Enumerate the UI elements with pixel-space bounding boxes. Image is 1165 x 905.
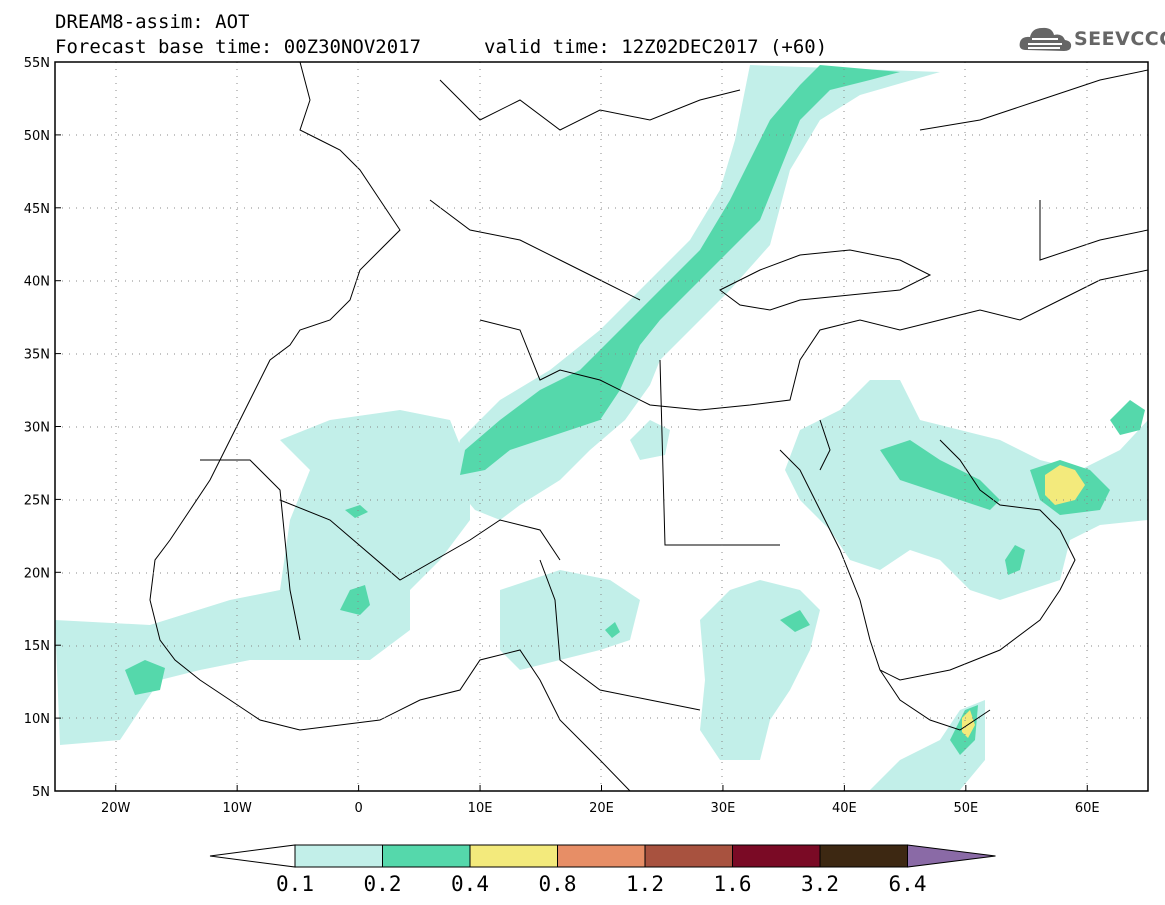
- map-title: DREAM8-assim: AOT: [55, 11, 250, 33]
- lon-label: 50E: [953, 801, 978, 816]
- seevccc-logo: SEEVCCC: [1018, 22, 1165, 56]
- colorbar-level-label: 0.8: [538, 872, 577, 896]
- lat-label: 15N: [24, 639, 50, 654]
- lon-label: 0: [354, 801, 362, 816]
- logo-text: SEEVCCC: [1074, 28, 1165, 50]
- lat-label: 35N: [24, 348, 50, 363]
- lat-label: 10N: [24, 712, 50, 727]
- lon-label: 10E: [468, 801, 493, 816]
- colorbar-segment: [557, 844, 646, 868]
- colorbar-max-arrow: [907, 844, 996, 868]
- lon-label: 30E: [711, 801, 736, 816]
- lat-label: 30N: [24, 421, 50, 436]
- colorbar-segment: [644, 844, 733, 868]
- lat-label: 20N: [24, 566, 50, 581]
- colorbar-level-label: 0.2: [363, 872, 402, 896]
- lon-label: 10W: [222, 801, 252, 816]
- colorbar-level-label: 1.6: [713, 872, 752, 896]
- colorbar-segment: [469, 844, 558, 868]
- colorbar-segment: [294, 844, 383, 868]
- colorbar-segment: [732, 844, 821, 868]
- lat-label: 50N: [24, 129, 50, 144]
- lat-label: 55N: [24, 56, 50, 71]
- longitude-labels: 20W 10W 0 10E 20E 30E 40E 50E 60E: [101, 801, 1100, 816]
- lat-label: 5N: [32, 785, 50, 800]
- axis-ticks: [55, 61, 1088, 792]
- colorbar-segment: [382, 844, 471, 868]
- lon-label: 40E: [832, 801, 857, 816]
- valid-time: valid time: 12Z02DEC2017 (+60): [484, 36, 828, 58]
- lat-label: 40N: [24, 275, 50, 290]
- lat-label: 45N: [24, 202, 50, 217]
- lon-label: 20E: [589, 801, 614, 816]
- latitude-labels: 55N 50N 45N 40N 35N 30N 25N 20N 15N 10N 5N: [24, 56, 50, 800]
- coastlines: [149, 62, 1148, 791]
- lat-label: 25N: [24, 493, 50, 508]
- colorbar-min-arrow: [209, 844, 296, 868]
- colorbar-level-label: 3.2: [801, 872, 839, 896]
- forecast-base-time: Forecast base time: 00Z30NOV2017: [55, 36, 422, 58]
- colorbar-level-label: 6.4: [888, 872, 927, 896]
- graticule: [55, 62, 1148, 791]
- colorbar-level-label: 1.2: [626, 872, 664, 896]
- colorbar: [209, 844, 996, 868]
- lon-label: 60E: [1075, 801, 1100, 816]
- cloud-icon: [1019, 27, 1072, 51]
- lon-label: 20W: [101, 801, 131, 816]
- colorbar-level-label: 0.4: [451, 872, 489, 896]
- colorbar-segment: [819, 844, 908, 868]
- colorbar-level-label: 0.1: [276, 872, 314, 896]
